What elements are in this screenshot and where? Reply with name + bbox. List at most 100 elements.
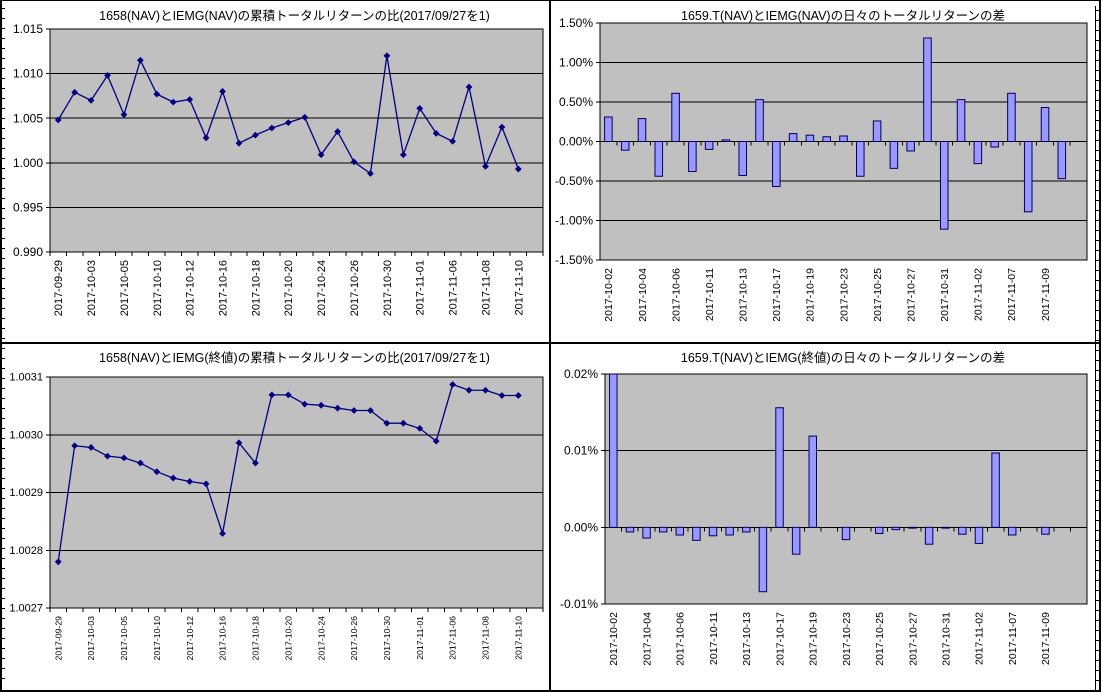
plot-area (605, 374, 1087, 604)
diamond-marker (514, 165, 522, 173)
svg-text:2017-10-26: 2017-10-26 (349, 616, 359, 661)
svg-text:2017-10-30: 2017-10-30 (382, 616, 392, 661)
svg-text:0.01%: 0.01% (564, 444, 598, 458)
svg-text:1.0031: 1.0031 (9, 372, 43, 384)
svg-text:2017-10-25: 2017-10-25 (872, 268, 884, 322)
x-axis-labels: 2017-09-29 2017-10-03 2017-10-05 2017-10-10… (53, 616, 523, 661)
diamond-marker (87, 444, 95, 451)
plot-area (50, 29, 543, 252)
svg-text:2017-10-19: 2017-10-19 (808, 612, 820, 666)
diamond-marker (399, 151, 407, 159)
diamond-marker (87, 96, 95, 104)
diamond-marker (153, 468, 161, 476)
diamond-marker (120, 111, 128, 119)
svg-text:2017-10-18: 2017-10-18 (251, 616, 261, 661)
svg-text:2017-10-19: 2017-10-19 (805, 268, 817, 322)
bar-series (604, 37, 1067, 230)
svg-text:2017-11-10: 2017-11-10 (513, 616, 523, 660)
diamond-marker (367, 170, 374, 177)
svg-text:2017-10-17: 2017-10-17 (771, 268, 783, 322)
diamond-marker (136, 56, 144, 64)
chart-title: 1658(NAV)とIEMG(NAV)の累積トータルリターンの比(2017/09… (99, 9, 490, 23)
svg-text:0.50%: 0.50% (559, 95, 593, 109)
y-axis-labels: 1.015 1.010 1.005 1.000 0.995 0.990 (13, 22, 43, 259)
svg-text:2017-11-09: 2017-11-09 (1040, 612, 1052, 665)
chart-title: 1658(NAV)とIEMG(終値)の累積トータルリターンの比(2017/09/… (99, 351, 490, 365)
axes (46, 28, 544, 256)
diamond-marker (186, 478, 194, 485)
svg-text:1.0028: 1.0028 (9, 545, 43, 557)
diamond-marker (465, 386, 473, 394)
svg-text:2017-10-20: 2017-10-20 (283, 616, 293, 661)
diamond-marker (301, 113, 309, 121)
svg-text:2017-10-26: 2017-10-26 (349, 260, 361, 316)
svg-text:2017-10-05: 2017-10-05 (119, 616, 129, 661)
diamond-marker (498, 392, 506, 399)
svg-text:1.005: 1.005 (13, 111, 43, 125)
svg-text:0.995: 0.995 (13, 200, 43, 214)
svg-text:2017-10-23: 2017-10-23 (841, 612, 853, 666)
diamond-marker (235, 139, 243, 147)
chart-panel-bottom-right: 0.02% 0.01% 0.00% -0.01% 2017-10-02 2017-10-0… (551, 344, 1095, 690)
diamond-marker (169, 98, 177, 106)
svg-text:0.02%: 0.02% (564, 367, 598, 381)
y-axis-labels: 0.02% 0.01% 0.00% -0.01% (560, 367, 598, 611)
diamond-marker (268, 391, 276, 399)
svg-text:2017-10-12: 2017-10-12 (185, 260, 197, 316)
screen-border-top (0, 0, 1101, 1)
svg-text:1.00%: 1.00% (559, 56, 593, 70)
svg-text:2017-10-20: 2017-10-20 (283, 260, 295, 316)
diamond-marker (120, 454, 128, 462)
svg-text:2017-11-07: 2017-11-07 (1007, 612, 1019, 665)
chart-canvas-daily-nav-diff: 1.50% 1.00% 0.50% 0.00% -0.50% -1.00% -1.50% 20… (555, 16, 1088, 322)
diamond-marker (104, 71, 111, 79)
svg-text:2017-10-13: 2017-10-13 (738, 268, 750, 322)
svg-text:2017-10-27: 2017-10-27 (907, 612, 919, 666)
chart-panel-top-right: 1.50% 1.00% 0.50% 0.00% -0.50% -1.00% -1.50% 20… (551, 2, 1095, 342)
svg-text:2017-10-10: 2017-10-10 (152, 616, 162, 661)
diamond-marker (268, 124, 276, 132)
svg-text:2017-11-10: 2017-11-10 (513, 260, 525, 315)
diamond-marker (202, 480, 210, 488)
diamond-marker (416, 104, 424, 112)
svg-text:2017-09-29: 2017-09-29 (53, 260, 65, 316)
diamond-marker (432, 129, 440, 137)
diamond-marker (514, 392, 522, 399)
svg-text:1.0027: 1.0027 (9, 603, 43, 615)
svg-text:-0.01%: -0.01% (560, 597, 598, 611)
diamond-marker (416, 424, 424, 432)
diamond-marker (284, 119, 292, 127)
diamond-marker (301, 400, 309, 408)
svg-text:1.010: 1.010 (13, 67, 43, 81)
x-axis-labels: 2017-10-02 2017-10-04 2017-10-06 2017-10-11… (603, 268, 1052, 322)
diamond-marker (482, 386, 489, 394)
line-series (54, 52, 522, 177)
cropped-axis-line-right (1095, 6, 1096, 690)
svg-text:2017-10-23: 2017-10-23 (838, 268, 850, 322)
svg-text:2017-10-11: 2017-10-11 (704, 268, 716, 321)
svg-text:-0.50%: -0.50% (555, 174, 593, 188)
svg-text:1.0030: 1.0030 (9, 429, 43, 441)
svg-text:2017-10-16: 2017-10-16 (218, 260, 230, 316)
svg-text:2017-11-06: 2017-11-06 (448, 616, 458, 660)
svg-text:2017-10-18: 2017-10-18 (250, 260, 262, 316)
diamond-marker (235, 439, 243, 447)
diamond-marker (317, 151, 325, 159)
svg-text:2017-10-03: 2017-10-03 (86, 616, 96, 661)
bar-series (609, 373, 1050, 593)
svg-text:0.990: 0.990 (13, 245, 43, 259)
svg-text:2017-10-30: 2017-10-30 (382, 260, 394, 316)
svg-text:2017-11-06: 2017-11-06 (448, 260, 460, 315)
x-axis-labels: 2017-09-29 2017-10-03 2017-10-05 2017-10-10… (53, 260, 525, 316)
diamond-marker (153, 90, 161, 98)
diamond-marker (252, 131, 259, 139)
diamond-marker (399, 419, 407, 427)
diamond-marker (219, 530, 226, 537)
diamond-marker (252, 459, 259, 467)
screen-border-right (1099, 0, 1101, 692)
cropped-axis-ticks-left (2, 8, 5, 684)
svg-text:0.00%: 0.00% (559, 135, 593, 149)
diamond-marker (350, 407, 358, 414)
chart-canvas-cumulative-close-ratio: 1.0031 1.0030 1.0029 1.0028 1.0027 2017-09-29… (9, 372, 544, 661)
